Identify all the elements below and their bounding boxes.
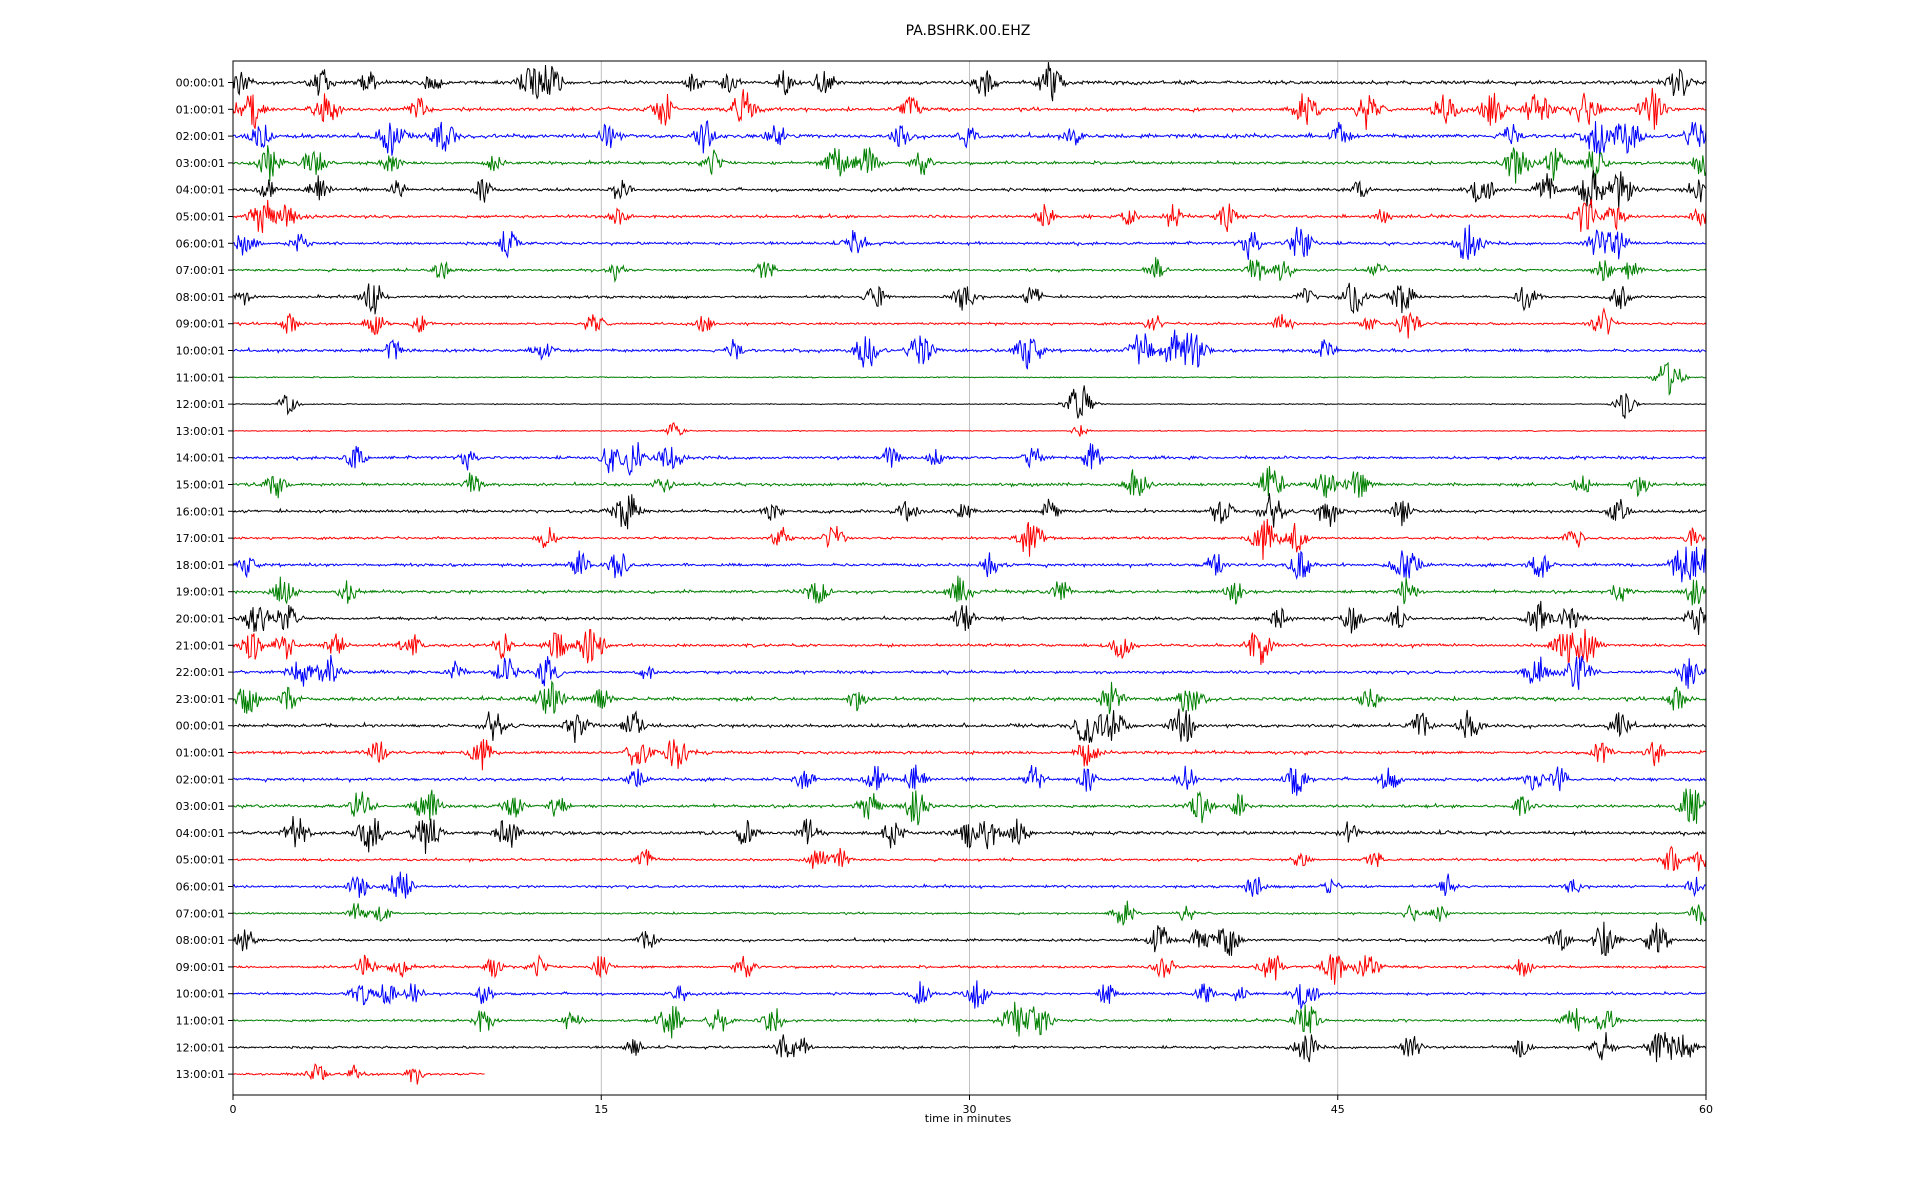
row-time-label: 02:00:01 xyxy=(176,773,225,786)
trace-row xyxy=(232,62,1707,102)
row-time-label: 01:00:01 xyxy=(176,747,225,760)
trace-row xyxy=(232,198,1707,234)
row-time-label: 09:00:01 xyxy=(176,318,225,331)
row-time-label: 07:00:01 xyxy=(176,907,225,920)
row-time-label: 05:00:01 xyxy=(176,211,225,224)
grid-lines xyxy=(600,61,1339,1095)
row-time-label: 03:00:01 xyxy=(176,800,225,813)
row-time-label: 00:00:01 xyxy=(176,77,225,90)
trace-row xyxy=(233,361,1707,396)
row-time-label: 16:00:01 xyxy=(176,505,225,518)
row-time-label: 08:00:01 xyxy=(176,291,225,304)
trace-row xyxy=(232,145,1707,184)
trace-row xyxy=(232,764,1707,796)
row-time-label: 21:00:01 xyxy=(176,639,225,652)
trace-row xyxy=(232,738,1707,771)
row-time-label: 11:00:01 xyxy=(176,371,225,384)
trace-row xyxy=(232,224,1707,260)
row-time-label: 06:00:01 xyxy=(176,237,225,250)
trace-row xyxy=(232,87,1707,131)
chart-title: PA.BSHRK.00.EHZ xyxy=(906,23,1031,39)
row-time-label: 22:00:01 xyxy=(176,666,225,679)
trace-row xyxy=(232,680,1707,715)
row-time-label: 00:00:01 xyxy=(176,720,225,733)
row-time-label: 09:00:01 xyxy=(176,961,225,974)
row-time-label: 18:00:01 xyxy=(176,559,225,572)
trace-row xyxy=(232,600,1707,635)
trace-row xyxy=(232,257,1707,283)
trace-row xyxy=(232,1001,1707,1039)
trace-row xyxy=(232,980,1707,1010)
row-time-label: 17:00:01 xyxy=(176,532,225,545)
trace-row xyxy=(232,575,1707,606)
row-time-label: 15:00:01 xyxy=(176,479,225,492)
trace-row xyxy=(232,654,1707,690)
row-time-label: 04:00:01 xyxy=(176,184,225,197)
trace-row xyxy=(232,442,1707,476)
x-tick-label: 15 xyxy=(594,1103,608,1116)
trace-row xyxy=(232,329,1707,370)
trace-row xyxy=(232,815,1707,854)
row-time-label: 12:00:01 xyxy=(176,1041,225,1054)
row-time-label: 10:00:01 xyxy=(176,988,225,1001)
x-axis-ticks: 0 15 30 45 60 xyxy=(230,1095,1713,1116)
row-time-labels: 00:00:01 01:00:01 02:00:01 03:00:01 04:00:01… xyxy=(176,77,233,1081)
trace-row xyxy=(232,385,1707,419)
trace-row xyxy=(232,493,1707,530)
row-time-label: 14:00:01 xyxy=(176,452,225,465)
row-time-label: 19:00:01 xyxy=(176,586,225,599)
trace-row xyxy=(232,845,1707,872)
row-time-label: 11:00:01 xyxy=(176,1015,225,1028)
trace-row xyxy=(232,708,1707,744)
trace-group xyxy=(232,62,1707,1085)
x-tick-label: 30 xyxy=(963,1103,977,1116)
row-time-label: 08:00:01 xyxy=(176,934,225,947)
trace-row xyxy=(232,954,1707,985)
row-time-label: 04:00:01 xyxy=(176,827,225,840)
trace-row xyxy=(232,788,1707,826)
trace-row xyxy=(232,306,1707,339)
trace-row xyxy=(232,1063,485,1085)
row-time-label: 12:00:01 xyxy=(176,398,225,411)
trace-row xyxy=(232,170,1707,209)
row-time-label: 05:00:01 xyxy=(176,854,225,867)
x-tick-label: 60 xyxy=(1699,1103,1713,1116)
row-time-label: 03:00:01 xyxy=(176,157,225,170)
trace-row xyxy=(232,546,1707,583)
row-time-label: 01:00:01 xyxy=(176,103,225,116)
row-time-label: 23:00:01 xyxy=(176,693,225,706)
trace-row xyxy=(232,628,1707,665)
row-time-label: 06:00:01 xyxy=(176,881,225,894)
trace-row xyxy=(232,900,1707,926)
x-tick-label: 45 xyxy=(1331,1103,1345,1116)
row-time-label: 07:00:01 xyxy=(176,264,225,277)
x-tick-label: 0 xyxy=(230,1103,237,1116)
trace-row xyxy=(232,518,1707,560)
trace-row xyxy=(232,466,1707,499)
row-time-label: 02:00:01 xyxy=(176,130,225,143)
row-time-label: 20:00:01 xyxy=(176,613,225,626)
trace-row xyxy=(232,421,1707,437)
trace-row xyxy=(232,871,1707,899)
x-axis-label: time in minutes xyxy=(925,1112,1012,1125)
trace-row xyxy=(232,921,1707,957)
row-time-label: 10:00:01 xyxy=(176,345,225,358)
trace-row xyxy=(232,1032,1707,1063)
row-time-label: 13:00:01 xyxy=(176,425,225,438)
row-time-label: 13:00:01 xyxy=(176,1068,225,1081)
trace-row xyxy=(232,120,1707,158)
trace-row xyxy=(232,282,1707,315)
